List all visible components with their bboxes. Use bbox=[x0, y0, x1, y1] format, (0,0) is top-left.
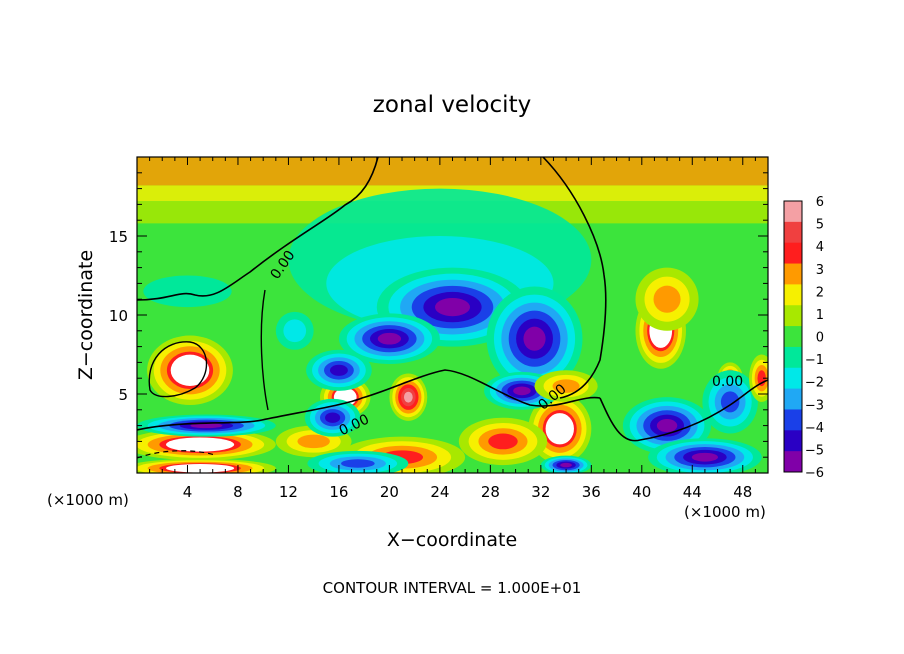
colorbar-frame bbox=[783, 200, 803, 473]
colorbar-label: 0 bbox=[816, 331, 824, 346]
velocity-contour-ring bbox=[403, 391, 413, 403]
x-tick-label: 4 bbox=[183, 483, 193, 501]
x-axis-ticks: 4 8 12 16 20 24 28 32 36 40 44 48 bbox=[149, 157, 756, 501]
colorbar-swatch bbox=[784, 201, 802, 223]
upper-band bbox=[137, 157, 768, 186]
velocity-contour-ring bbox=[283, 319, 307, 343]
y-axis-ticks: 5 10 15 bbox=[109, 172, 768, 458]
saturated-core bbox=[166, 463, 235, 473]
colorbar-label: 4 bbox=[816, 240, 824, 255]
colorbar-swatch bbox=[784, 263, 802, 285]
colorbar-swatch bbox=[784, 326, 802, 348]
x-tick-label: 8 bbox=[233, 483, 243, 501]
colorbar-label: −3 bbox=[805, 398, 824, 413]
colorbar-swatch bbox=[784, 221, 802, 244]
colorbar-label: 3 bbox=[816, 263, 824, 278]
zero-contour-east bbox=[599, 379, 768, 442]
colorbar-swatch bbox=[784, 367, 802, 390]
velocity-contour-ring bbox=[691, 452, 719, 462]
velocity-contour-ring bbox=[435, 297, 470, 317]
colorbar-label: −4 bbox=[805, 421, 824, 436]
colorbar-label: 6 bbox=[816, 195, 824, 210]
colorbar-label: −5 bbox=[805, 443, 824, 458]
colorbar-swatch bbox=[784, 346, 802, 369]
saturated-core bbox=[166, 437, 235, 452]
zero-contour-west-loop bbox=[148, 341, 208, 398]
velocity-contour-ring bbox=[329, 364, 348, 376]
zero-contour-lower bbox=[137, 369, 601, 431]
velocity-contour-ring bbox=[523, 326, 546, 351]
x-tick-label: 44 bbox=[683, 483, 702, 501]
colorbar-label: 1 bbox=[816, 308, 824, 323]
colorbar-swatch bbox=[784, 284, 802, 306]
y-axis-label: Z−coordinate bbox=[75, 250, 97, 380]
y-tick-label: 15 bbox=[109, 228, 128, 246]
velocity-contour-ring bbox=[656, 419, 678, 433]
velocity-contour-ring bbox=[325, 412, 341, 423]
colorbar-label: 5 bbox=[816, 218, 824, 233]
colorbar-label: −2 bbox=[805, 376, 824, 391]
dashed-contour bbox=[137, 450, 216, 459]
chart-title: zonal velocity bbox=[373, 92, 531, 118]
velocity-contour-ring bbox=[377, 332, 402, 345]
colorbar-swatch bbox=[784, 305, 802, 327]
y-tick-label: 10 bbox=[109, 307, 128, 325]
velocity-contour-ring bbox=[513, 386, 531, 396]
velocity-contour-ring bbox=[143, 275, 232, 308]
x-tick-label: 48 bbox=[733, 483, 752, 501]
colorbar-label: −6 bbox=[805, 466, 824, 481]
velocity-features bbox=[137, 267, 768, 473]
colorbar-swatch bbox=[784, 388, 802, 410]
velocity-contour-ring bbox=[653, 285, 681, 313]
colorbar-swatch bbox=[784, 430, 802, 452]
colorbar-label: 2 bbox=[816, 285, 824, 300]
x-tick-label: 32 bbox=[531, 483, 550, 501]
colorbar-label: −1 bbox=[805, 353, 824, 368]
x-axis-unit-right: (×1000 m) bbox=[684, 503, 766, 521]
zero-contour-upper bbox=[137, 157, 379, 301]
velocity-contour-ring bbox=[190, 423, 223, 429]
x-tick-label: 36 bbox=[582, 483, 601, 501]
x-tick-label: 24 bbox=[430, 483, 449, 501]
saturated-core bbox=[170, 354, 210, 386]
plot-area: 0.00 0.00 0.00 0.00 bbox=[136, 156, 769, 474]
velocity-contour-ring bbox=[488, 433, 518, 450]
velocity-contour-ring bbox=[552, 379, 580, 393]
velocity-contour-ring bbox=[560, 462, 572, 468]
zero-contour-mid-loop bbox=[260, 289, 269, 411]
x-axis-unit-left: (×1000 m) bbox=[47, 491, 129, 509]
colorbar-swatch bbox=[784, 242, 802, 265]
contour-lines bbox=[137, 157, 768, 459]
x-tick-label: 40 bbox=[632, 483, 651, 501]
velocity-contour-ring bbox=[341, 459, 375, 468]
x-tick-label: 20 bbox=[380, 483, 399, 501]
contour-interval-footer: CONTOUR INTERVAL = 1.000E+01 bbox=[323, 579, 582, 597]
x-axis-label: X−coordinate bbox=[387, 529, 517, 551]
x-tick-label: 12 bbox=[279, 483, 298, 501]
zero-contour-right bbox=[542, 157, 607, 399]
x-tick-label: 16 bbox=[329, 483, 348, 501]
colorbar-swatch bbox=[784, 451, 802, 473]
colorbar: 6 5 4 3 2 1 0 −1 −2 −3 −4 −5 −6 bbox=[783, 195, 824, 481]
velocity-contour-ring bbox=[297, 434, 330, 449]
saturated-core bbox=[545, 413, 574, 445]
x-tick-label: 28 bbox=[481, 483, 500, 501]
colorbar-swatch bbox=[784, 409, 802, 431]
y-tick-label: 5 bbox=[118, 386, 128, 404]
contour-label: 0.00 bbox=[712, 374, 743, 390]
